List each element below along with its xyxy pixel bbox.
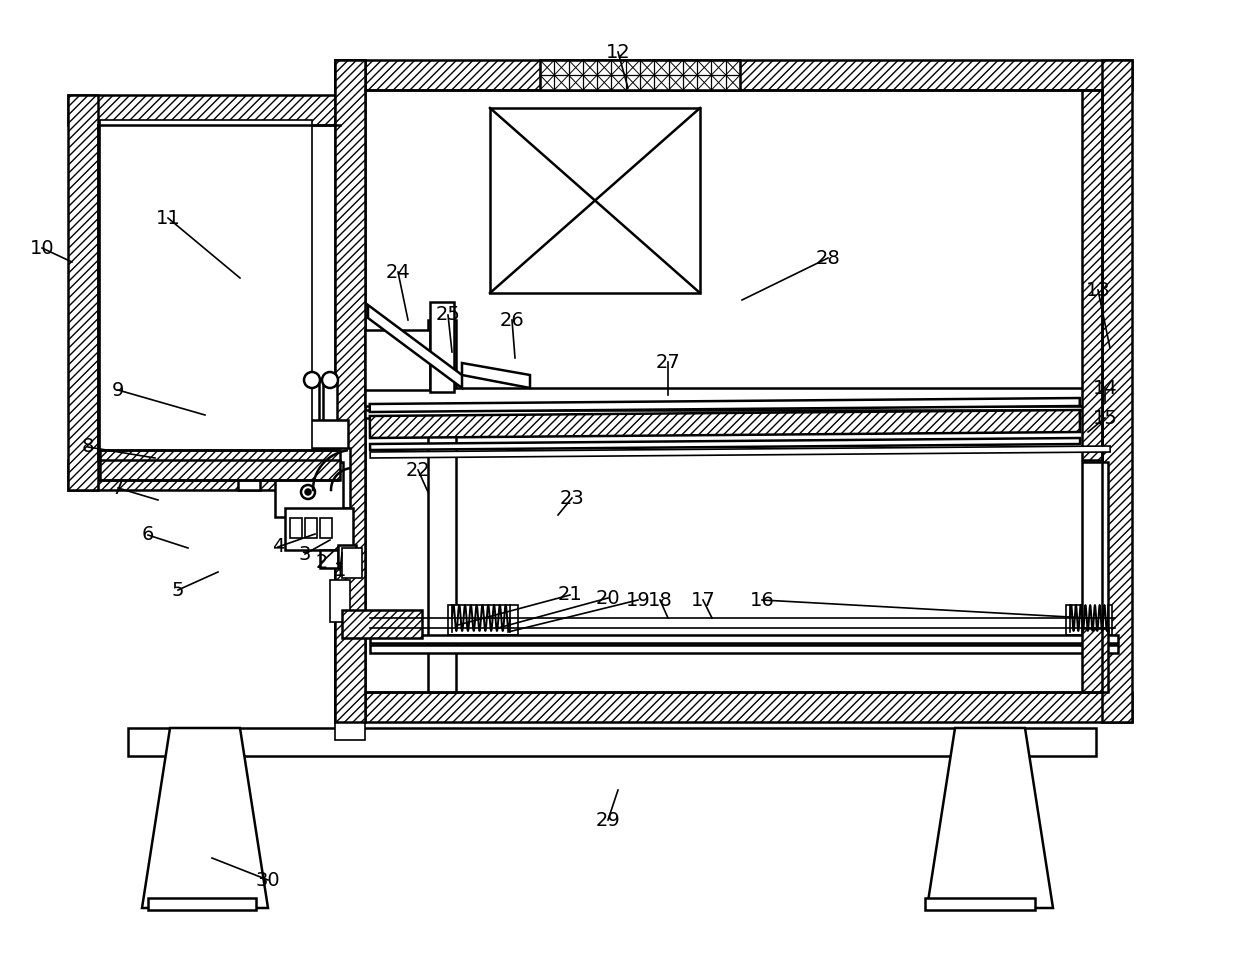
Bar xyxy=(323,382,337,452)
Text: 28: 28 xyxy=(815,248,840,268)
Bar xyxy=(320,550,338,568)
Bar xyxy=(335,692,1132,722)
Text: 16: 16 xyxy=(750,591,774,610)
Text: 14: 14 xyxy=(1093,379,1118,397)
Bar xyxy=(335,60,366,722)
Bar xyxy=(366,330,430,390)
Bar xyxy=(338,545,356,563)
Bar xyxy=(370,645,1118,653)
Bar xyxy=(1101,60,1132,722)
Polygon shape xyxy=(462,363,530,388)
Bar xyxy=(449,605,518,635)
Text: 11: 11 xyxy=(156,208,181,227)
Polygon shape xyxy=(142,728,268,908)
Circle shape xyxy=(322,372,338,388)
Text: 8: 8 xyxy=(82,437,94,456)
Text: 10: 10 xyxy=(30,239,55,258)
Bar xyxy=(1082,90,1101,460)
Bar xyxy=(68,460,339,490)
Bar xyxy=(100,120,312,460)
Text: 29: 29 xyxy=(596,810,621,830)
Bar xyxy=(1082,628,1108,692)
Text: 19: 19 xyxy=(626,591,650,610)
Text: 25: 25 xyxy=(436,306,461,324)
Text: 17: 17 xyxy=(690,591,715,610)
Polygon shape xyxy=(368,305,462,388)
Bar xyxy=(285,508,353,550)
Bar xyxy=(335,60,1132,90)
Bar xyxy=(335,60,366,722)
Bar xyxy=(290,518,302,538)
Bar xyxy=(188,420,348,450)
Text: 13: 13 xyxy=(1085,280,1110,299)
Text: 15: 15 xyxy=(1093,409,1118,428)
Polygon shape xyxy=(927,728,1053,908)
Text: 1: 1 xyxy=(333,560,346,579)
Bar xyxy=(330,580,349,622)
Bar xyxy=(366,410,1085,418)
Circle shape xyxy=(304,372,320,388)
Text: 6: 6 xyxy=(141,526,154,545)
Bar xyxy=(342,548,362,578)
Bar xyxy=(320,518,332,538)
Bar xyxy=(305,382,318,452)
Bar xyxy=(335,60,366,90)
Bar xyxy=(370,635,1118,643)
Text: 30: 30 xyxy=(255,871,280,890)
Polygon shape xyxy=(369,398,1079,412)
Text: 7: 7 xyxy=(112,479,124,498)
Bar xyxy=(68,95,339,125)
Text: 22: 22 xyxy=(405,460,430,480)
Bar xyxy=(335,490,366,740)
Bar xyxy=(1082,462,1108,632)
Text: 23: 23 xyxy=(560,488,585,507)
Text: 18: 18 xyxy=(648,591,673,610)
Text: 24: 24 xyxy=(385,263,410,282)
Bar xyxy=(68,95,98,490)
Text: 21: 21 xyxy=(558,586,582,604)
Bar xyxy=(100,450,339,480)
Polygon shape xyxy=(369,410,1080,438)
Circle shape xyxy=(301,485,315,499)
Bar xyxy=(305,518,317,538)
Bar xyxy=(290,448,349,508)
Text: 3: 3 xyxy=(299,545,311,564)
Bar xyxy=(489,108,700,293)
Bar xyxy=(926,898,1035,910)
Text: 5: 5 xyxy=(172,580,185,599)
Bar xyxy=(238,468,260,490)
Bar xyxy=(147,898,256,910)
Text: 27: 27 xyxy=(655,353,680,371)
Text: 12: 12 xyxy=(606,42,631,61)
Bar xyxy=(540,60,740,90)
Polygon shape xyxy=(370,438,1080,450)
Bar xyxy=(128,728,1097,756)
Text: 20: 20 xyxy=(596,589,621,607)
Circle shape xyxy=(306,489,311,495)
Bar xyxy=(118,442,193,460)
Bar xyxy=(430,302,453,392)
Text: 4: 4 xyxy=(271,537,284,556)
Bar xyxy=(275,462,343,517)
Text: 9: 9 xyxy=(112,381,124,400)
Text: 26: 26 xyxy=(499,311,524,330)
Bar xyxy=(342,610,422,638)
Bar xyxy=(366,388,1085,406)
Polygon shape xyxy=(370,446,1110,458)
Bar xyxy=(1066,605,1111,635)
Bar xyxy=(427,320,456,692)
Text: 2: 2 xyxy=(316,552,328,572)
